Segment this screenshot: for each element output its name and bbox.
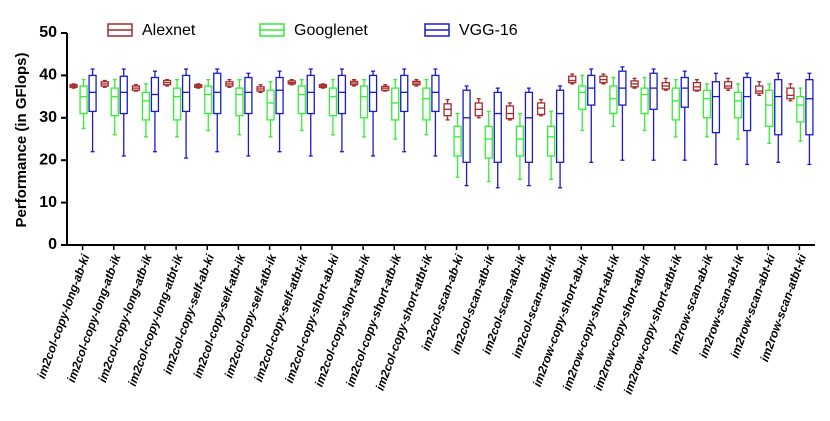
- box: [306, 74, 315, 115]
- box: [723, 81, 733, 89]
- box: [484, 125, 493, 159]
- y-tick-label: 0: [48, 236, 57, 253]
- box: [786, 87, 795, 100]
- box: [337, 74, 347, 115]
- box: [422, 87, 431, 121]
- box: [587, 74, 596, 106]
- box: [181, 74, 191, 113]
- box: [400, 74, 409, 113]
- box: [805, 78, 814, 136]
- x-tick-label: im2row-copy-short-atb-ik: [591, 251, 654, 392]
- box: [110, 87, 119, 117]
- box: [359, 85, 369, 119]
- y-axis-label: Performance (in GFlops): [13, 52, 30, 227]
- box: [640, 87, 649, 115]
- box: [172, 87, 182, 121]
- y-tick-label: 50: [39, 24, 57, 41]
- box: [555, 89, 565, 163]
- box: [774, 78, 783, 136]
- box: [88, 74, 97, 113]
- y-tick-label: 30: [39, 109, 57, 126]
- box: [505, 105, 515, 120]
- box: [431, 74, 440, 113]
- box: [578, 85, 587, 110]
- box: [524, 91, 534, 163]
- box: [235, 87, 244, 117]
- box: [765, 89, 774, 127]
- y-tick-label: 40: [39, 67, 57, 84]
- box: [244, 76, 253, 115]
- box: [671, 87, 680, 121]
- box: [711, 81, 721, 134]
- box: [755, 85, 764, 94]
- box: [297, 85, 306, 115]
- box: [368, 74, 378, 113]
- box: [79, 85, 88, 115]
- box: [119, 75, 128, 115]
- x-tick-label: im2col-copy-short-atbt-ik: [373, 251, 436, 392]
- box: [796, 95, 805, 123]
- box: [702, 89, 712, 119]
- x-tick-label: im2row-copy-short-atbt-ik: [621, 251, 685, 396]
- box: [733, 91, 743, 119]
- x-tick-label: im2row-copy-short-abt-ik: [560, 251, 623, 392]
- box: [453, 125, 462, 157]
- box: [609, 85, 618, 115]
- box: [204, 85, 213, 115]
- box: [266, 89, 275, 121]
- legend-label: Alexnet: [142, 22, 196, 39]
- box: [462, 89, 471, 163]
- box: [493, 91, 502, 163]
- box: [546, 125, 556, 157]
- box: [649, 72, 658, 110]
- box: [213, 72, 222, 115]
- box: [515, 125, 525, 157]
- legend-label: Googlenet: [294, 22, 368, 39]
- box: [328, 87, 338, 117]
- legend-label: VGG-16: [459, 22, 518, 39]
- box: [742, 76, 752, 132]
- box: [680, 76, 689, 108]
- box: [275, 76, 284, 115]
- box: [141, 91, 151, 121]
- y-tick-label: 20: [39, 151, 57, 168]
- box: [391, 87, 400, 121]
- y-tick-label: 10: [39, 194, 57, 211]
- box: [568, 75, 577, 84]
